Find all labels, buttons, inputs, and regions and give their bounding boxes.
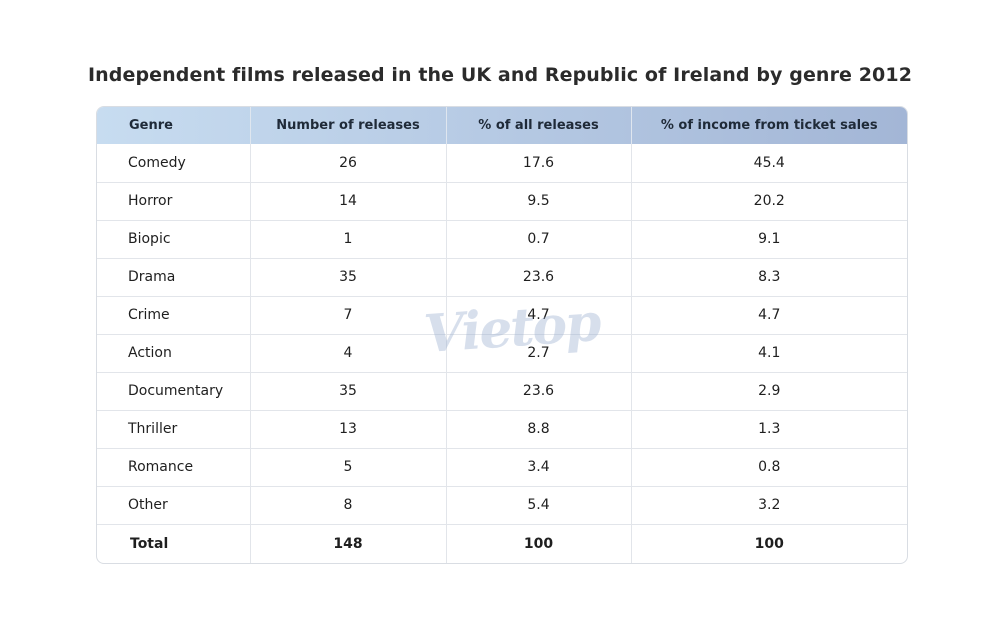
releases-cell: 14 — [250, 182, 447, 221]
percent-income-cell: 9.1 — [631, 220, 907, 259]
percent-releases-cell: 0.7 — [446, 220, 632, 259]
percent-income-cell: 3.2 — [631, 486, 907, 525]
genre-cell: Drama — [97, 258, 251, 297]
releases-cell: 4 — [250, 334, 447, 373]
table-row: Action 4 2.7 4.1 — [97, 334, 907, 373]
total-row: Total 148 100 100 — [97, 524, 907, 563]
genre-cell: Action — [97, 334, 251, 373]
percent-releases-cell: 5.4 — [446, 486, 632, 525]
data-table: Genre Number of releases % of all releas… — [97, 107, 907, 563]
table-title: Independent films released in the UK and… — [87, 64, 913, 86]
releases-cell: 7 — [250, 296, 447, 335]
percent-income-cell: 4.1 — [631, 334, 907, 373]
table-row: Comedy 26 17.6 45.4 — [97, 144, 907, 183]
percent-income-cell: 20.2 — [631, 182, 907, 221]
releases-cell: 26 — [250, 144, 447, 183]
releases-cell: 1 — [250, 220, 447, 259]
total-genre-cell: Total — [97, 524, 251, 563]
total-releases-cell: 148 — [250, 524, 447, 563]
releases-cell: 35 — [250, 258, 447, 297]
percent-releases-cell: 8.8 — [446, 410, 632, 449]
genre-cell: Other — [97, 486, 251, 525]
genre-cell: Crime — [97, 296, 251, 335]
genre-cell: Comedy — [97, 144, 251, 183]
releases-cell: 8 — [250, 486, 447, 525]
percent-income-cell: 1.3 — [631, 410, 907, 449]
releases-cell: 35 — [250, 372, 447, 411]
table-row: Crime 7 4.7 4.7 — [97, 296, 907, 335]
table-row: Romance 5 3.4 0.8 — [97, 448, 907, 487]
table-row: Other 8 5.4 3.2 — [97, 486, 907, 525]
percent-releases-cell: 4.7 — [446, 296, 632, 335]
column-header-genre: Genre — [97, 107, 251, 144]
percent-income-cell: 4.7 — [631, 296, 907, 335]
percent-income-cell: 0.8 — [631, 448, 907, 487]
percent-releases-cell: 9.5 — [446, 182, 632, 221]
releases-cell: 13 — [250, 410, 447, 449]
table-row: Thriller 13 8.8 1.3 — [97, 410, 907, 449]
table-row: Drama 35 23.6 8.3 — [97, 258, 907, 297]
table-row: Biopic 1 0.7 9.1 — [97, 220, 907, 259]
total-percent-income-cell: 100 — [754, 535, 784, 552]
percent-releases-cell: 23.6 — [446, 258, 632, 297]
percent-income-cell: 45.4 — [631, 144, 907, 183]
genre-cell: Romance — [97, 448, 251, 487]
total-percent-releases-cell: 100 — [446, 524, 632, 563]
genre-cell: Documentary — [97, 372, 251, 411]
genre-cell: Biopic — [97, 220, 251, 259]
header-row: Genre Number of releases % of all releas… — [97, 107, 907, 144]
column-header-percent-income: % of income from ticket sales — [660, 118, 878, 133]
percent-releases-cell: 23.6 — [446, 372, 632, 411]
percent-releases-cell: 2.7 — [446, 334, 632, 373]
genre-table: Genre Number of releases % of all releas… — [96, 106, 908, 564]
percent-income-cell: 2.9 — [631, 372, 907, 411]
column-header-percent-releases: % of all releases — [446, 107, 632, 144]
percent-releases-cell: 3.4 — [446, 448, 632, 487]
percent-income-cell: 8.3 — [631, 258, 907, 297]
table-row: Horror 14 9.5 20.2 — [97, 182, 907, 221]
releases-cell: 5 — [250, 448, 447, 487]
table-row: Documentary 35 23.6 2.9 — [97, 372, 907, 411]
genre-cell: Horror — [97, 182, 251, 221]
percent-releases-cell: 17.6 — [446, 144, 632, 183]
column-header-releases: Number of releases — [250, 107, 447, 144]
genre-cell: Thriller — [97, 410, 251, 449]
